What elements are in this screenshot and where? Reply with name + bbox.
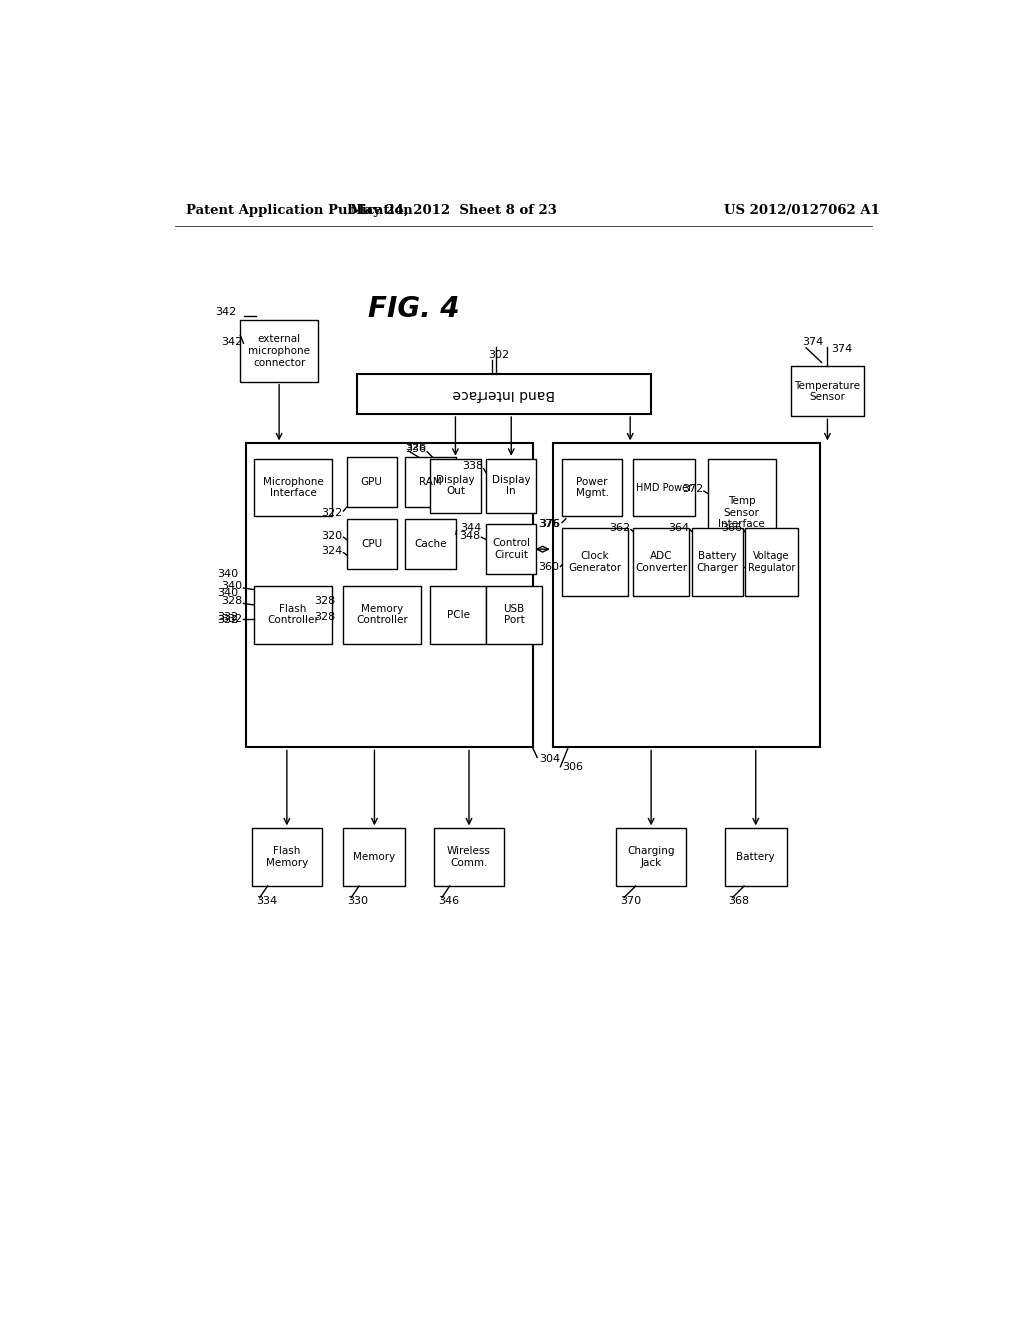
Bar	[241, 321, 317, 381]
Text: 330: 330	[347, 896, 369, 907]
Text: 374: 374	[831, 345, 853, 354]
Text: Band Interface: Band Interface	[453, 387, 555, 401]
Text: 328: 328	[221, 597, 243, 606]
Text: Microphone
Interface: Microphone Interface	[263, 477, 324, 499]
Text: 348: 348	[460, 531, 480, 541]
Text: Temp
Sensor
Interface: Temp Sensor Interface	[719, 496, 765, 529]
Text: 340: 340	[217, 589, 238, 598]
Text: 304: 304	[539, 754, 560, 764]
Text: Flash
Memory: Flash Memory	[266, 846, 308, 869]
Bar	[434, 829, 504, 886]
Text: FIG. 4: FIG. 4	[369, 294, 460, 322]
Text: 334: 334	[256, 896, 278, 907]
Text: HMD Power: HMD Power	[636, 483, 692, 492]
Bar	[430, 586, 486, 644]
Text: 342: 342	[215, 308, 237, 317]
Text: USB
Port: USB Port	[504, 603, 524, 626]
Text: Control
Circuit: Control Circuit	[493, 539, 530, 560]
Bar	[791, 367, 864, 416]
Bar	[430, 459, 480, 512]
Text: Power
Mgmt.: Power Mgmt.	[575, 477, 609, 499]
Text: CPU: CPU	[361, 539, 382, 549]
Bar	[486, 459, 537, 512]
Bar	[562, 459, 623, 516]
Text: 360: 360	[538, 561, 559, 572]
Text: 370: 370	[621, 896, 641, 907]
Bar	[616, 829, 686, 886]
Text: 332: 332	[217, 615, 238, 626]
Text: 326: 326	[406, 442, 427, 453]
Text: 324: 324	[322, 546, 343, 556]
Text: 376: 376	[540, 519, 560, 529]
Text: US 2012/0127062 A1: US 2012/0127062 A1	[724, 205, 881, 218]
Text: Charging
Jack: Charging Jack	[628, 846, 675, 869]
Text: Wireless
Comm.: Wireless Comm.	[447, 846, 490, 869]
Bar	[254, 459, 332, 516]
Text: PCIe: PCIe	[446, 610, 470, 619]
Text: 346: 346	[438, 896, 459, 907]
Text: external
microphone
connector: external microphone connector	[248, 334, 310, 367]
Bar	[708, 459, 776, 566]
Text: 342: 342	[221, 337, 243, 347]
Text: Memory
Controller: Memory Controller	[356, 603, 409, 626]
Text: Memory: Memory	[353, 853, 395, 862]
Text: Battery: Battery	[736, 853, 775, 862]
Bar	[254, 586, 332, 644]
Text: 332: 332	[221, 614, 243, 624]
Text: 340: 340	[221, 581, 243, 591]
Text: 344: 344	[460, 523, 481, 533]
Bar	[406, 519, 456, 569]
Bar	[692, 528, 742, 595]
Bar	[725, 829, 786, 886]
Bar	[406, 457, 456, 507]
Text: 366: 366	[722, 523, 742, 533]
Text: Battery
Charger: Battery Charger	[696, 550, 738, 573]
Bar	[486, 586, 542, 644]
Text: 322: 322	[322, 508, 343, 517]
Bar	[633, 459, 695, 516]
Bar	[246, 444, 532, 747]
Bar	[343, 586, 421, 644]
Bar	[562, 528, 628, 595]
Text: 332: 332	[217, 611, 238, 622]
Text: 340: 340	[217, 569, 238, 579]
Text: 368: 368	[729, 896, 750, 907]
Bar	[744, 528, 798, 595]
Text: Cache: Cache	[415, 539, 446, 549]
Text: 328: 328	[314, 597, 336, 606]
Text: Display
Out: Display Out	[436, 475, 475, 496]
Text: Voltage
Regulator: Voltage Regulator	[748, 550, 795, 573]
Text: 338: 338	[462, 462, 483, 471]
Bar	[343, 829, 406, 886]
Text: May 24, 2012  Sheet 8 of 23: May 24, 2012 Sheet 8 of 23	[350, 205, 557, 218]
Text: 374: 374	[802, 337, 823, 347]
Text: 302: 302	[488, 350, 510, 360]
Bar	[356, 374, 651, 414]
Text: GPU: GPU	[360, 478, 383, 487]
Text: Patent Application Publication: Patent Application Publication	[186, 205, 413, 218]
Text: Flash
Controller: Flash Controller	[267, 603, 318, 626]
Text: 376: 376	[539, 519, 560, 529]
Text: Temperature
Sensor: Temperature Sensor	[795, 380, 860, 403]
Bar	[346, 457, 397, 507]
Bar	[633, 528, 689, 595]
Text: 362: 362	[609, 523, 630, 533]
Bar	[346, 519, 397, 569]
Text: ADC
Converter: ADC Converter	[635, 550, 687, 573]
Text: RAM: RAM	[419, 478, 442, 487]
Bar	[553, 444, 820, 747]
Text: Clock
Generator: Clock Generator	[568, 550, 622, 573]
Text: 328: 328	[314, 611, 336, 622]
Text: 372: 372	[682, 484, 703, 495]
Text: 320: 320	[322, 531, 343, 541]
Bar	[252, 829, 322, 886]
Text: 306: 306	[562, 762, 583, 772]
Bar	[486, 524, 537, 574]
Text: 364: 364	[668, 523, 689, 533]
Text: 336: 336	[406, 445, 426, 454]
Text: Display
In: Display In	[492, 475, 530, 496]
